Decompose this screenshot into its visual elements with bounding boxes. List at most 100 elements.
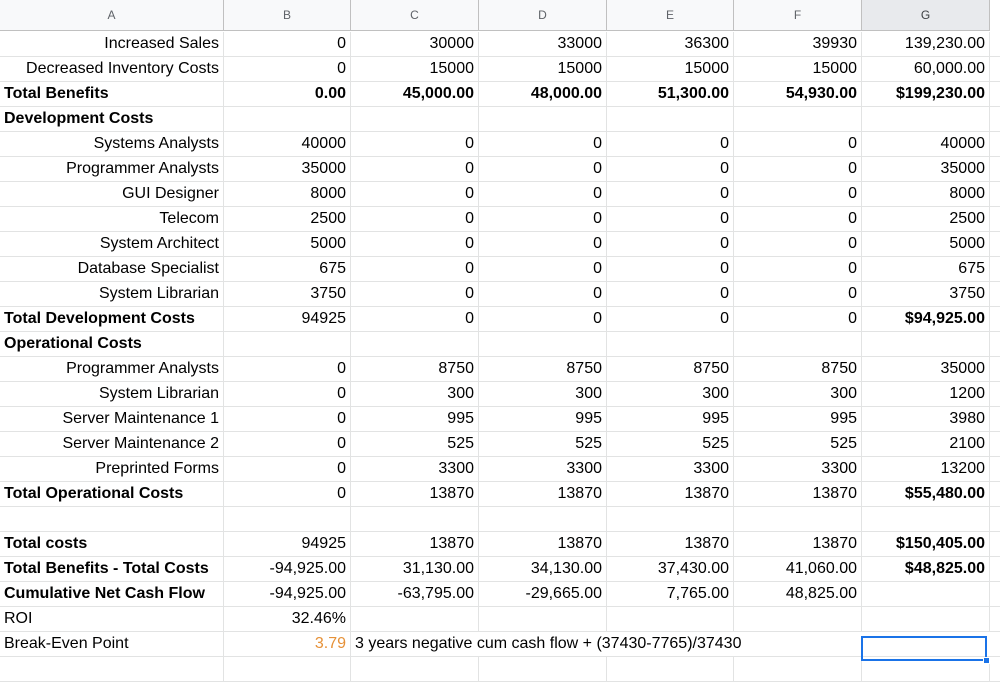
cell-g9[interactable]: 2500 <box>862 207 990 231</box>
cell-a7[interactable]: Programmer Analysts <box>0 157 224 181</box>
cell-a18[interactable]: Server Maintenance 2 <box>0 432 224 456</box>
cell-c22[interactable]: 13870 <box>351 532 479 556</box>
cell-d2[interactable]: 33000 <box>479 32 607 56</box>
cell-g2[interactable]: 139,230.00 <box>862 32 990 56</box>
cell-d17[interactable]: 995 <box>479 407 607 431</box>
cell-f15[interactable]: 8750 <box>734 357 862 381</box>
cell-b3[interactable]: 0 <box>224 57 351 81</box>
cell-a9[interactable]: Telecom <box>0 207 224 231</box>
cell-a20[interactable]: Total Operational Costs <box>0 482 224 506</box>
column-header-f[interactable]: F <box>734 0 862 31</box>
cell-c12[interactable]: 0 <box>351 282 479 306</box>
cell-f9[interactable]: 0 <box>734 207 862 231</box>
cell-b23[interactable]: -94,925.00 <box>224 557 351 581</box>
cell-g5[interactable] <box>862 107 990 131</box>
cell-b26[interactable]: 3.79 <box>224 632 351 656</box>
cell-g22[interactable]: $150,405.00 <box>862 532 990 556</box>
cell-d5[interactable] <box>479 107 607 131</box>
cell-e23[interactable]: 37,430.00 <box>607 557 734 581</box>
cell-b13[interactable]: 94925 <box>224 307 351 331</box>
cell-f20[interactable]: 13870 <box>734 482 862 506</box>
cell-g10[interactable]: 5000 <box>862 232 990 256</box>
cell-d3[interactable]: 15000 <box>479 57 607 81</box>
cell-d15[interactable]: 8750 <box>479 357 607 381</box>
cell-a11[interactable]: Database Specialist <box>0 257 224 281</box>
cell-c8[interactable]: 0 <box>351 182 479 206</box>
cell-b20[interactable]: 0 <box>224 482 351 506</box>
cell-c21[interactable] <box>351 507 479 531</box>
cell-d11[interactable]: 0 <box>479 257 607 281</box>
cell-f10[interactable]: 0 <box>734 232 862 256</box>
cell-d20[interactable]: 13870 <box>479 482 607 506</box>
cell-e4[interactable]: 51,300.00 <box>607 82 734 106</box>
cell-d23[interactable]: 34,130.00 <box>479 557 607 581</box>
cell-d22[interactable]: 13870 <box>479 532 607 556</box>
cell-g15[interactable]: 35000 <box>862 357 990 381</box>
cell-a16[interactable]: System Librarian <box>0 382 224 406</box>
cell-e10[interactable]: 0 <box>607 232 734 256</box>
cell-g4[interactable]: $199,230.00 <box>862 82 990 106</box>
cell-d9[interactable]: 0 <box>479 207 607 231</box>
cell-f8[interactable]: 0 <box>734 182 862 206</box>
cell-e15[interactable]: 8750 <box>607 357 734 381</box>
selected-cell-g25[interactable] <box>861 636 987 661</box>
cell-e12[interactable]: 0 <box>607 282 734 306</box>
cell-c11[interactable]: 0 <box>351 257 479 281</box>
cell-b24[interactable]: -94,925.00 <box>224 582 351 606</box>
cell-e5[interactable] <box>607 107 734 131</box>
cell-c20[interactable]: 13870 <box>351 482 479 506</box>
cell-a4[interactable]: Total Benefits <box>0 82 224 106</box>
cell-b12[interactable]: 3750 <box>224 282 351 306</box>
cell-c27[interactable] <box>351 657 479 681</box>
cell-c9[interactable]: 0 <box>351 207 479 231</box>
cell-c3[interactable]: 15000 <box>351 57 479 81</box>
cell-d13[interactable]: 0 <box>479 307 607 331</box>
cell-e27[interactable] <box>607 657 734 681</box>
cell-b5[interactable] <box>224 107 351 131</box>
cell-c17[interactable]: 995 <box>351 407 479 431</box>
cell-g12[interactable]: 3750 <box>862 282 990 306</box>
cell-f4[interactable]: 54,930.00 <box>734 82 862 106</box>
cell-a12[interactable]: System Librarian <box>0 282 224 306</box>
column-header-g[interactable]: G <box>862 0 990 31</box>
cell-f27[interactable] <box>734 657 862 681</box>
cell-e24[interactable]: 7,765.00 <box>607 582 734 606</box>
cell-a6[interactable]: Systems Analysts <box>0 132 224 156</box>
cell-b25[interactable]: 32.46% <box>224 607 351 631</box>
cell-a21[interactable] <box>0 507 224 531</box>
cell-d12[interactable]: 0 <box>479 282 607 306</box>
cell-e19[interactable]: 3300 <box>607 457 734 481</box>
cell-e22[interactable]: 13870 <box>607 532 734 556</box>
cell-e2[interactable]: 36300 <box>607 32 734 56</box>
cell-f24[interactable]: 48,825.00 <box>734 582 862 606</box>
cell-e9[interactable]: 0 <box>607 207 734 231</box>
column-header-a[interactable]: A <box>0 0 224 31</box>
cell-c24[interactable]: -63,795.00 <box>351 582 479 606</box>
cell-g24[interactable] <box>862 582 990 606</box>
cell-a19[interactable]: Preprinted Forms <box>0 457 224 481</box>
cell-g25[interactable] <box>862 607 990 631</box>
cell-f19[interactable]: 3300 <box>734 457 862 481</box>
cell-a24[interactable]: Cumulative Net Cash Flow <box>0 582 224 606</box>
cell-d18[interactable]: 525 <box>479 432 607 456</box>
cell-e18[interactable]: 525 <box>607 432 734 456</box>
cell-c25[interactable] <box>351 607 479 631</box>
cell-d25[interactable] <box>479 607 607 631</box>
cell-g18[interactable]: 2100 <box>862 432 990 456</box>
cell-a8[interactable]: GUI Designer <box>0 182 224 206</box>
cell-d7[interactable]: 0 <box>479 157 607 181</box>
cell-b14[interactable] <box>224 332 351 356</box>
fill-handle[interactable] <box>983 657 990 664</box>
cell-c5[interactable] <box>351 107 479 131</box>
cell-d6[interactable]: 0 <box>479 132 607 156</box>
cell-g8[interactable]: 8000 <box>862 182 990 206</box>
cell-a23[interactable]: Total Benefits - Total Costs <box>0 557 224 581</box>
cell-e21[interactable] <box>607 507 734 531</box>
cell-g17[interactable]: 3980 <box>862 407 990 431</box>
cell-b8[interactable]: 8000 <box>224 182 351 206</box>
column-header-d[interactable]: D <box>479 0 607 31</box>
cell-b21[interactable] <box>224 507 351 531</box>
cell-c2[interactable]: 30000 <box>351 32 479 56</box>
cell-e14[interactable] <box>607 332 734 356</box>
cell-c18[interactable]: 525 <box>351 432 479 456</box>
